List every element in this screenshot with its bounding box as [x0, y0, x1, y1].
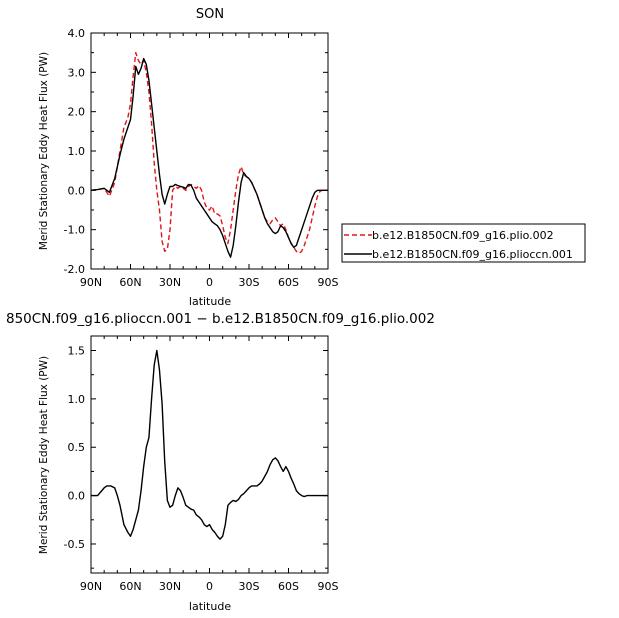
bottom-x-tick-label: 30N	[159, 580, 181, 593]
bottom-plot-frame	[90, 335, 329, 574]
legend-box	[341, 223, 586, 263]
top-x-tick-label: 30N	[159, 276, 181, 289]
bottom-x-tick-label: 60S	[278, 580, 299, 593]
bottom-series-line-0	[91, 349, 328, 540]
top-y-axis-label: Merid Stationary Eddy Heat Flux (PW)	[38, 52, 50, 250]
top-y-tick-label: 3.0	[68, 66, 86, 79]
bottom-x-tick-label: 60N	[119, 580, 141, 593]
bottom-panel: 850CN.f09_g16.plioccn.001 − b.e12.B1850C…	[6, 311, 435, 613]
top-x-tick-label: 60N	[119, 276, 141, 289]
bottom-x-tick-label: 90S	[318, 580, 339, 593]
top-x-axis-label: latitude	[189, 295, 231, 308]
legend: b.e12.B1850CN.f09_g16.plio.002 b.e12.B18…	[341, 223, 586, 263]
top-x-axis: 90N 60N 30N 0 30S 60S 90S	[80, 33, 339, 289]
top-y-tick-label: 4.0	[68, 27, 86, 40]
top-y-tick-label: 2.0	[68, 106, 86, 119]
bottom-y-axis: -0.5 0.0 0.5 1.0 1.5	[64, 345, 328, 569]
top-series-line-0	[90, 51, 328, 254]
bottom-x-tick-label: 0	[206, 580, 213, 593]
top-x-tick-label: 60S	[278, 276, 299, 289]
top-plot-frame	[90, 32, 329, 270]
top-x-tick-label: 90S	[318, 276, 339, 289]
top-y-tick-label: 0.0	[68, 184, 86, 197]
bottom-y-tick-label: 1.0	[68, 393, 86, 406]
top-y-tick-label: -2.0	[64, 263, 85, 276]
bottom-y-tick-label: 1.5	[68, 345, 86, 358]
bottom-y-tick-label: 0.0	[68, 490, 86, 503]
top-x-tick-label: 30S	[239, 276, 260, 289]
top-x-tick-label: 90N	[80, 276, 102, 289]
legend-label-plioccn: b.e12.B1850CN.f09_g16.plioccn.001	[372, 248, 573, 261]
bottom-y-tick-label: -0.5	[64, 538, 85, 551]
top-series-lines	[90, 51, 328, 258]
bottom-x-axis: 90N 60N 30N 0 30S 60S 90S	[80, 336, 339, 593]
bottom-x-tick-label: 90N	[80, 580, 102, 593]
top-y-tick-label: -1.0	[64, 224, 85, 237]
top-chart-title: SON	[196, 7, 224, 22]
bottom-chart-title: 850CN.f09_g16.plioccn.001 − b.e12.B1850C…	[6, 311, 435, 327]
bottom-series-lines	[91, 349, 328, 540]
bottom-x-axis-label: latitude	[189, 600, 231, 613]
top-panel: SON -2.0 -1.0 0.0 1.0 2.0 3.0 4.0 90N 60N 30N 0 30…	[38, 7, 586, 308]
top-x-tick-label: 0	[206, 276, 213, 289]
bottom-y-tick-label: 0.5	[68, 441, 86, 454]
legend-label-plio: b.e12.B1850CN.f09_g16.plio.002	[372, 229, 554, 242]
top-y-tick-label: 1.0	[68, 145, 86, 158]
bottom-y-axis-label: Merid Stationary Eddy Heat Flux (PW)	[38, 356, 50, 554]
top-y-axis: -2.0 -1.0 0.0 1.0 2.0 3.0 4.0	[64, 27, 328, 276]
top-series-line-1	[90, 57, 328, 258]
bottom-x-tick-label: 30S	[239, 580, 260, 593]
